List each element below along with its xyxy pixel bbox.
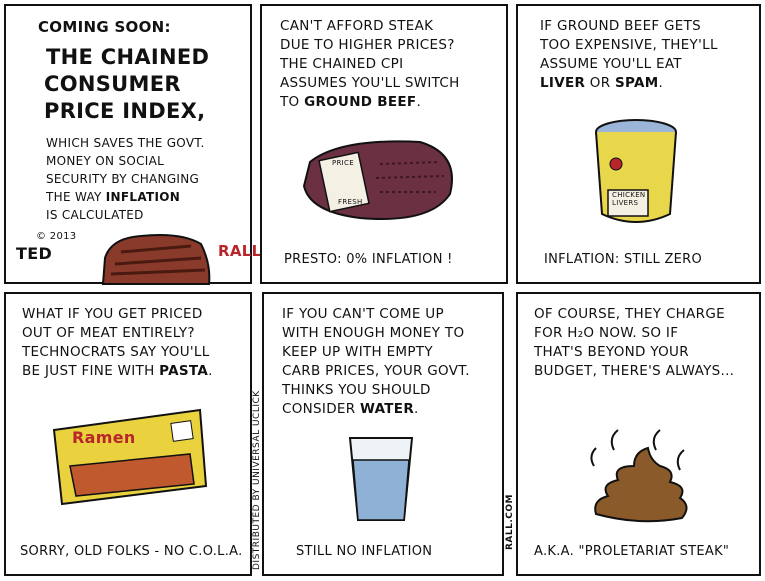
panel5-line5: thinks you should [282,382,431,398]
panel5-line1: If you can't come up [282,306,444,322]
panel1-body-3: Security by changing [46,172,200,186]
stink-lines [590,429,685,471]
chicken-livers-can [595,119,677,223]
panel2-line5: to Ground Beef. [280,94,422,110]
panel-liver-spam: If ground beef gets too expensive, they'… [516,4,761,284]
panel1-heading-line3: Consumer [44,72,181,96]
ground-beef-package [302,140,453,220]
panel5-line2: with enough money to [282,325,465,341]
panel2-line3: The chained CPI [280,56,404,72]
water-glass [348,437,414,521]
can-label-text: Chicken Livers [612,191,646,207]
panel3-line4: Liver or Spam. [540,75,664,91]
panel1-heading-line2: The Chained [46,45,210,69]
panel5-caption: Still no inflation [296,544,433,559]
panel4-line2: out of meat entirely? [22,325,195,341]
panel-water: If you can't come up with enough money t… [262,292,504,576]
panel2-fresh-label: fresh [338,198,363,206]
panel2-price-label: Price [332,159,354,167]
panel-proletariat-steak: Of course, they charge for H₂O now. So i… [516,292,761,576]
panel1-heading-small: Coming Soon: [38,18,171,36]
panel3-line2: too expensive, they'll [540,37,718,53]
panel1-body-4: the way Inflation [46,190,181,204]
site-credit: RALL.COM [505,494,515,550]
panel4-caption: Sorry, old folks - no C.O.L.A. [20,544,243,559]
panel3-caption: Inflation: Still Zero [544,252,703,267]
panel-ground-beef: Can't afford steak due to higher prices?… [260,4,508,284]
panel1-body-1: which saves the Govt. [46,136,205,150]
panel2-line4: assumes you'll switch [280,75,460,91]
panel2-caption: Presto: 0% Inflation ! [284,252,453,267]
distributor-credit: Distributed by Universal Uclick [252,390,262,570]
panel4-line4: be just fine with Pasta. [22,363,213,379]
panel4-line1: What if you get priced [22,306,203,322]
signature-rall: RALL [218,242,262,260]
panel6-line4: budget, there's always... [534,363,735,379]
panel6-caption: A.K.A. "Proletariat Steak" [534,544,730,559]
ramen-brand: Ramen [72,428,136,447]
panel1-body-5: is calculated [46,208,144,222]
panel5-line6: consider Water. [282,401,419,417]
panel4-line3: Technocrats say you'll [22,344,210,360]
panel2-line2: due to higher prices? [280,37,455,53]
panel1-body-2: money on Social [46,154,165,168]
poop-illustration [594,446,688,523]
signature-ted: TED [16,244,53,263]
panel5-line4: carb prices, your govt. [282,363,470,379]
panel-pasta: What if you get priced out of meat entir… [4,292,252,576]
panel2-line1: Can't afford steak [280,18,434,34]
signature-year: © 2013 [36,231,77,242]
panel3-line1: If ground beef gets [540,18,702,34]
panel6-line3: that's beyond your [534,344,689,360]
panel6-line2: for H₂O now. So if [534,325,679,341]
ramen-package [52,408,208,506]
panel6-line1: Of course, they charge [534,306,725,322]
panel-coming-soon: Coming Soon: The Chained Consumer Price … [4,4,261,285]
steak-illustration [101,234,211,285]
panel5-line3: keep up with empty [282,344,433,360]
panel1-heading-line4: Price Index, [44,99,206,123]
panel3-line3: assume you'll eat [540,56,682,72]
